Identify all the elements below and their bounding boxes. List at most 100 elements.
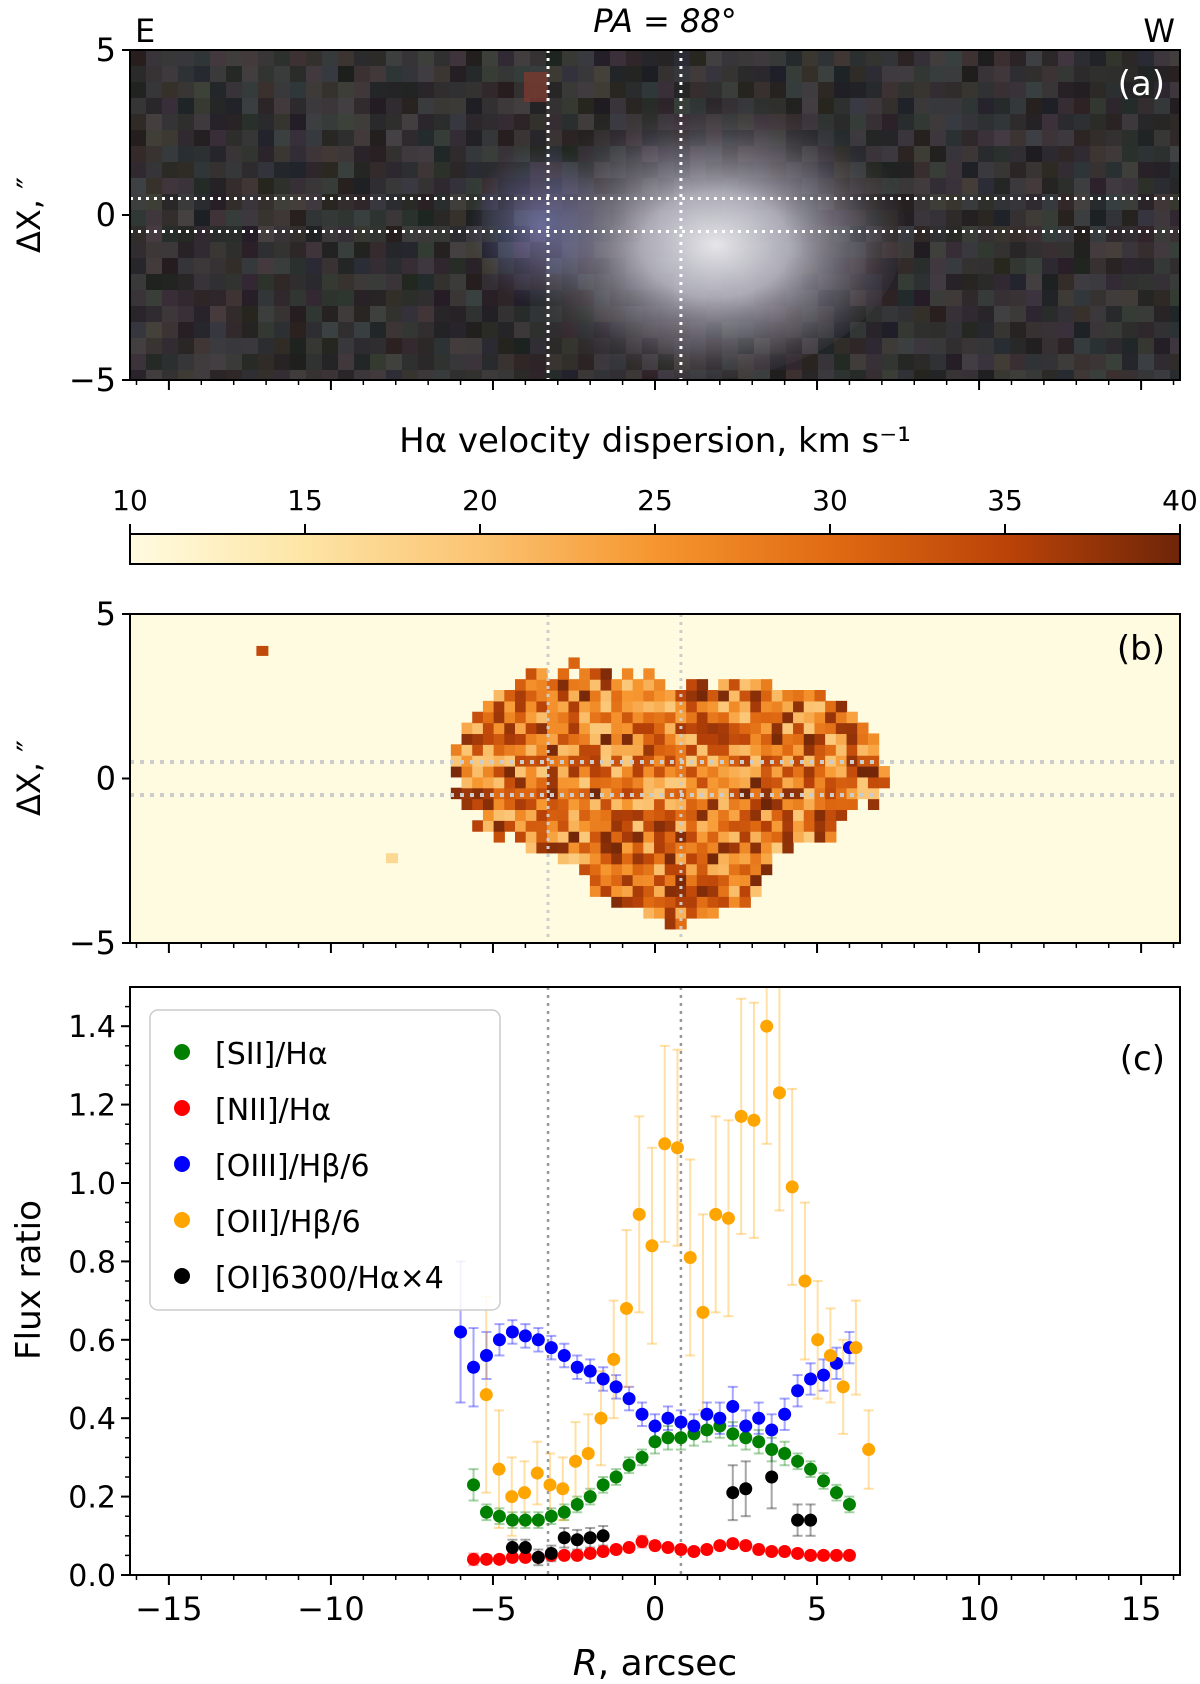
dispersion-pixel [782,841,794,854]
image-pixel [786,370,802,380]
dispersion-pixel [825,809,837,821]
image-pixel [946,306,962,322]
dispersion-pixel [867,733,880,745]
image-pixel [1170,66,1180,82]
dispersion-pixel [771,798,783,811]
image-pixel [1090,114,1106,130]
dispersion-pixel [782,733,794,745]
dispersion-pixel [750,700,762,713]
dispersion-pixel [547,831,559,843]
image-pixel [450,306,466,322]
dispersion-pixel [771,733,783,745]
image-pixel [402,98,418,114]
dispersion-pixel [675,917,687,930]
image-pixel [146,290,162,306]
dispersion-pixel [707,765,719,778]
dispersion-pixel [686,733,698,745]
dispersion-pixel [739,679,751,691]
image-pixel [994,66,1010,82]
dispersion-pixel [589,733,602,745]
dispersion-pixel [461,787,473,800]
image-pixel [978,162,994,178]
data-point [518,1513,532,1527]
image-pixel [178,322,194,338]
image-pixel [482,146,498,162]
dispersion-pixel [600,831,612,843]
image-pixel [434,242,450,258]
data-point [804,1513,818,1527]
image-pixel [354,162,370,178]
image-pixel [306,322,322,338]
dispersion-pixel [654,722,666,735]
image-pixel [482,306,498,322]
image-pixel [1058,274,1074,290]
dispersion-pixel [835,700,848,713]
image-pixel [402,274,418,290]
image-pixel [450,114,466,130]
image-pixel [930,194,946,210]
data-point [505,1541,519,1555]
image-pixel [1122,146,1138,162]
dispersion-pixel [739,711,751,724]
data-point [752,1543,766,1557]
image-pixel [306,194,322,210]
image-pixel [274,130,290,146]
image-pixel [418,226,434,242]
image-pixel [946,322,962,338]
image-pixel [882,130,898,146]
image-pixel [242,130,258,146]
image-pixel [1170,178,1180,194]
image-pixel [274,354,290,370]
image-pixel [322,50,338,66]
image-pixel [146,82,162,98]
image-pixel [354,370,370,380]
dispersion-pixel [472,744,484,756]
image-pixel [338,258,354,274]
image-pixel [1170,114,1180,130]
dispersion-pixel [632,679,644,691]
image-pixel [1026,50,1042,66]
dispersion-pixel [728,874,741,887]
image-pixel [434,162,450,178]
image-pixel [466,82,482,98]
dispersion-pixel [557,679,570,691]
dispersion-pixel [525,689,537,702]
dispersion-pixel [686,711,698,724]
image-pixel [1138,258,1154,274]
image-pixel [306,162,322,178]
image-pixel [450,242,466,258]
image-pixel [402,370,418,380]
image-pixel [130,98,146,114]
image-pixel [226,242,242,258]
dispersion-pixel [632,744,644,756]
dispersion-pixel [696,874,709,887]
dispersion-pixel [686,679,698,691]
data-point [531,1513,545,1527]
dispersion-pixel [632,885,644,897]
image-pixel [450,98,466,114]
image-pixel [322,306,338,322]
image-pixel [162,290,178,306]
dispersion-pixel [493,798,505,811]
image-pixel [162,82,178,98]
image-pixel [1026,274,1042,290]
data-point [583,1364,597,1378]
dispersion-pixel [686,798,698,811]
data-point [607,1352,621,1366]
image-pixel [434,146,450,162]
dispersion-pixel [482,787,495,800]
image-pixel [1106,130,1122,146]
image-pixel [1122,306,1138,322]
image-pixel [450,258,466,274]
dispersion-pixel [450,755,463,767]
image-pixel [1042,370,1058,380]
dispersion-pixel [760,722,773,735]
dispersion-pixel [686,874,698,887]
image-pixel [450,82,466,98]
image-pixel [882,354,898,370]
image-pixel [1010,226,1026,242]
dispersion-pixel [793,776,805,789]
dispersion-pixel [557,744,570,756]
image-pixel [146,210,162,226]
image-pixel [994,98,1010,114]
